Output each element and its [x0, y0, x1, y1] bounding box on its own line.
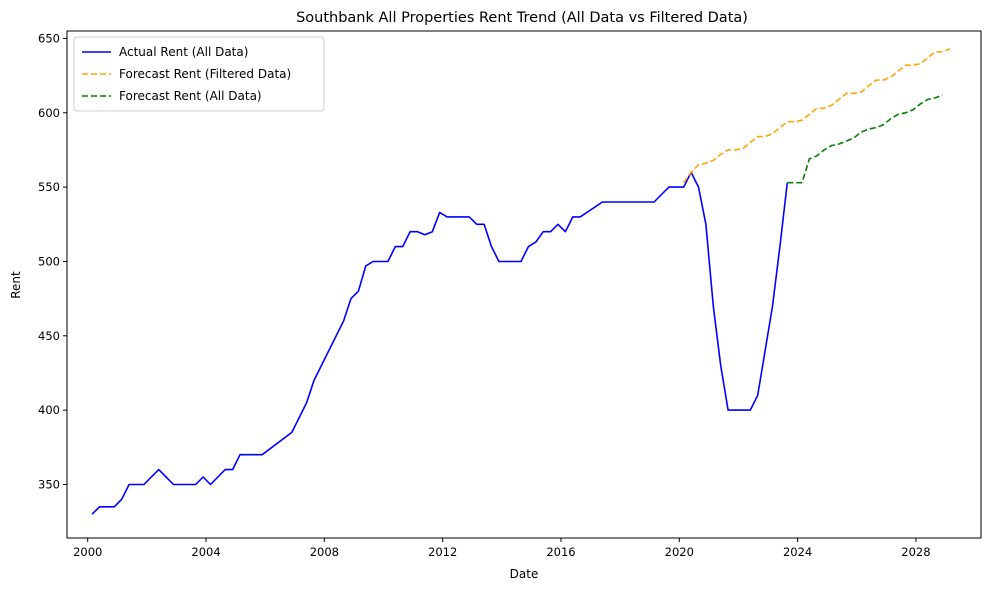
x-tick-label: 2024 [783, 545, 812, 559]
plot-area [91, 48, 951, 515]
x-tick-label: 2004 [191, 545, 220, 559]
x-tick-label: 2020 [665, 545, 694, 559]
legend: Actual Rent (All Data) Forecast Rent (Fil… [73, 36, 325, 112]
y-tick-label: 500 [38, 254, 60, 268]
x-tick-label: 2008 [310, 545, 339, 559]
y-axis-label: Rent [9, 271, 23, 299]
y-tick-label: 350 [38, 477, 60, 491]
x-axis-label: Date [510, 567, 539, 581]
series-line-3 [787, 94, 943, 184]
legend-label-1: Actual Rent (All Data) [119, 45, 248, 59]
chart-title: Southbank All Properties Rent Trend (All… [296, 10, 748, 26]
x-tick-label: 2000 [73, 545, 102, 559]
x-tick-label: 2016 [546, 545, 575, 559]
axes: 2000 2004 2008 2012 2016 2020 2024 2028 350 400 45… [38, 31, 931, 559]
plot-frame [66, 30, 982, 539]
y-tick-label: 450 [38, 329, 60, 343]
y-tick-label: 550 [38, 180, 60, 194]
legend-box [73, 36, 325, 112]
series-line-2 [683, 48, 951, 184]
legend-label-2: Forecast Rent (Filtered Data) [119, 67, 291, 81]
y-tick-label: 400 [38, 403, 60, 417]
y-tick-label: 650 [38, 31, 60, 45]
series-line-1 [91, 171, 789, 515]
legend-label-3: Forecast Rent (All Data) [119, 89, 262, 103]
x-tick-label: 2012 [428, 545, 457, 559]
x-tick-label: 2028 [901, 545, 930, 559]
y-tick-label: 600 [38, 106, 60, 120]
